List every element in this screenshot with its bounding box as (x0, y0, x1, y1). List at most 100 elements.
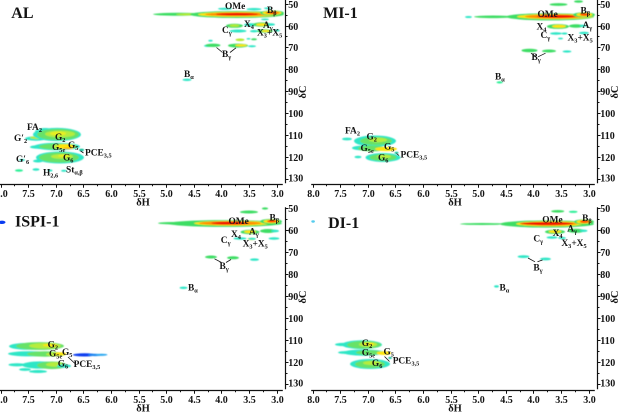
svg-text:G2: G2 (55, 133, 65, 144)
svg-text:60: 60 (288, 226, 298, 237)
svg-text:δC: δC (610, 85, 621, 98)
svg-text:50: 50 (600, 204, 610, 215)
svg-text:Aγ: Aγ (583, 21, 593, 32)
svg-text:5.0: 5.0 (160, 395, 173, 406)
svg-text:H2,6: H2,6 (43, 169, 58, 180)
svg-text:FA2: FA2 (27, 123, 42, 134)
svg-text:8.0: 8.0 (307, 189, 320, 200)
svg-text:6.5: 6.5 (389, 189, 402, 200)
svg-text:70: 70 (600, 248, 610, 259)
svg-text:130: 130 (288, 379, 303, 390)
svg-text:70: 70 (288, 43, 298, 54)
svg-text:G′2: G′2 (14, 134, 27, 145)
svg-text:130: 130 (600, 379, 615, 390)
svg-text:G5: G5 (68, 141, 78, 152)
svg-text:3.0: 3.0 (583, 189, 596, 200)
svg-text:3.5: 3.5 (243, 395, 256, 406)
svg-text:120: 120 (600, 358, 615, 369)
svg-text:Bα: Bα (188, 283, 198, 294)
svg-text:ISPI-1: ISPI-1 (15, 214, 59, 231)
svg-text:Bβ: Bβ (581, 7, 591, 18)
svg-text:δH: δH (448, 198, 462, 209)
svg-text:δH: δH (136, 198, 150, 209)
svg-text:X3+X5: X3+X5 (561, 239, 586, 250)
svg-text:OMe: OMe (229, 217, 249, 227)
svg-text:3.0: 3.0 (583, 395, 596, 406)
svg-text:100: 100 (600, 109, 615, 120)
svg-text:4.5: 4.5 (188, 395, 201, 406)
svg-text:X4: X4 (244, 20, 255, 31)
svg-text:Bγ: Bγ (533, 264, 542, 275)
svg-text:G6: G6 (372, 359, 382, 370)
svg-text:5.0: 5.0 (160, 189, 173, 200)
svg-text:5.5: 5.5 (445, 395, 458, 406)
svg-text:50: 50 (288, 204, 298, 215)
svg-text:G2: G2 (362, 339, 372, 350)
svg-text:Bγ: Bγ (532, 53, 541, 64)
svg-text:G5: G5 (384, 347, 394, 358)
svg-text:X4: X4 (553, 229, 564, 240)
svg-text:DI-1: DI-1 (328, 215, 359, 232)
svg-text:110: 110 (600, 131, 614, 142)
svg-text:Bγ: Bγ (222, 50, 231, 61)
svg-text:3.5: 3.5 (243, 189, 256, 200)
svg-text:5.0: 5.0 (472, 395, 485, 406)
svg-text:4.5: 4.5 (500, 395, 513, 406)
svg-text:δH: δH (448, 404, 462, 415)
svg-text:5.5: 5.5 (445, 189, 458, 200)
svg-text:80: 80 (600, 270, 610, 281)
svg-text:3.5: 3.5 (555, 189, 568, 200)
svg-text:MI-1: MI-1 (323, 5, 358, 22)
svg-text:Bα: Bα (495, 73, 505, 84)
svg-text:7.5: 7.5 (334, 189, 347, 200)
svg-text:110: 110 (600, 336, 614, 347)
svg-text:6.5: 6.5 (77, 395, 90, 406)
svg-text:120: 120 (288, 153, 303, 164)
svg-text:6.0: 6.0 (105, 395, 118, 406)
svg-text:FA2: FA2 (345, 127, 360, 138)
svg-text:δC: δC (610, 290, 621, 303)
svg-text:G5e: G5e (362, 348, 375, 359)
svg-text:X3+X5: X3+X5 (243, 240, 268, 251)
svg-text:X4: X4 (231, 230, 242, 241)
svg-text:100: 100 (288, 109, 303, 120)
svg-text:PCE3,5: PCE3,5 (401, 151, 428, 162)
svg-text:Bγ: Bγ (220, 262, 229, 273)
svg-text:Aγ: Aγ (263, 21, 273, 32)
svg-text:4.0: 4.0 (527, 189, 540, 200)
svg-text:G6: G6 (63, 154, 73, 165)
svg-text:80: 80 (600, 65, 610, 76)
svg-text:Aγ: Aγ (567, 225, 577, 236)
svg-text:G6: G6 (378, 154, 388, 165)
svg-text:100: 100 (600, 314, 615, 325)
svg-text:4.0: 4.0 (215, 189, 228, 200)
svg-text:G5e: G5e (49, 350, 62, 361)
svg-text:80: 80 (288, 270, 298, 281)
svg-text:3.0: 3.0 (271, 189, 284, 200)
svg-text:100: 100 (288, 314, 303, 325)
svg-text:60: 60 (600, 22, 610, 33)
svg-text:Stα,β: Stα,β (66, 166, 83, 177)
svg-text:7.5: 7.5 (22, 395, 35, 406)
svg-text:7.0: 7.0 (362, 189, 375, 200)
svg-text:Bβ: Bβ (582, 214, 592, 225)
svg-text:G2: G2 (367, 133, 377, 144)
svg-text:7.0: 7.0 (50, 189, 63, 200)
svg-text:50: 50 (288, 0, 298, 11)
svg-text:X3+X5: X3+X5 (568, 34, 593, 45)
svg-text:6.5: 6.5 (389, 395, 402, 406)
svg-text:G′6: G′6 (16, 155, 29, 166)
svg-text:80: 80 (288, 65, 298, 76)
svg-text:Cγ: Cγ (541, 31, 551, 42)
svg-text:OMe: OMe (225, 2, 245, 12)
svg-text:6.0: 6.0 (105, 189, 118, 200)
svg-text:Bα: Bα (184, 70, 194, 81)
svg-text:130: 130 (600, 174, 615, 185)
svg-text:90: 90 (600, 292, 610, 303)
svg-text:δC: δC (298, 290, 309, 303)
svg-text:5.5: 5.5 (133, 395, 146, 406)
svg-text:120: 120 (288, 358, 303, 369)
svg-text:110: 110 (288, 131, 302, 142)
svg-text:70: 70 (600, 43, 610, 54)
svg-text:Bβ: Bβ (267, 6, 277, 17)
